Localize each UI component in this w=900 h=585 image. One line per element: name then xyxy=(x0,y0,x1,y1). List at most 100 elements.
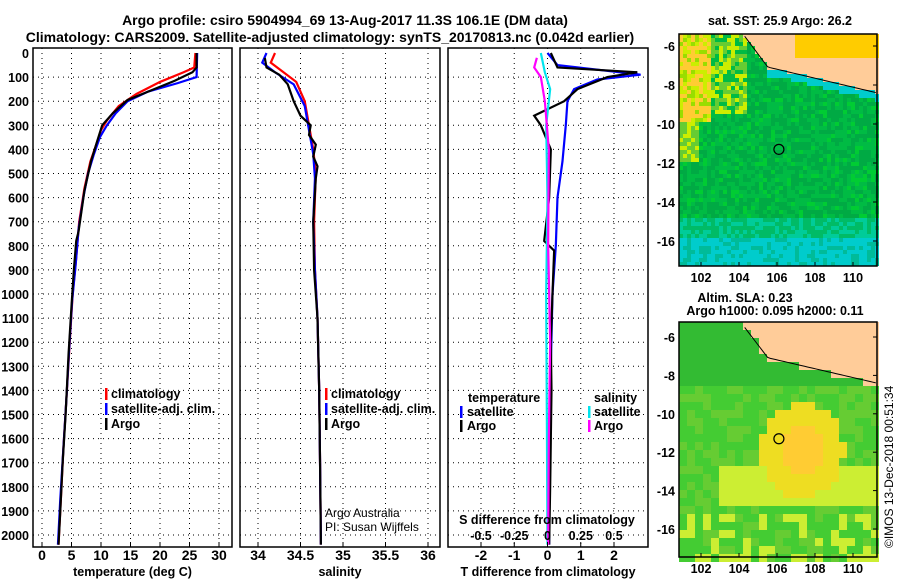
map-cell xyxy=(839,122,843,126)
map-cell xyxy=(775,258,779,262)
map-cell xyxy=(727,90,731,94)
map-cell xyxy=(871,174,875,178)
map-cell xyxy=(695,546,703,554)
map-cell xyxy=(783,66,787,70)
map-cell xyxy=(795,226,799,230)
map-cell xyxy=(751,322,759,330)
map-cell xyxy=(795,62,799,66)
map-cell xyxy=(839,134,843,138)
map-cell xyxy=(831,230,835,234)
map-cell xyxy=(767,166,771,170)
map-cell xyxy=(715,214,719,218)
map-cell xyxy=(783,362,791,370)
map-cell xyxy=(739,186,743,190)
map-cell xyxy=(727,246,731,250)
map-cell xyxy=(803,190,807,194)
map-cell xyxy=(855,194,859,198)
map-cell xyxy=(679,258,683,262)
map-cell xyxy=(719,370,727,378)
map-cell xyxy=(795,166,799,170)
map-cell xyxy=(847,498,855,506)
map-cell xyxy=(791,250,795,254)
map-cell xyxy=(679,506,687,514)
s-tick-label: 0 xyxy=(544,529,551,543)
map-cell xyxy=(743,74,747,78)
map-cell xyxy=(859,66,863,70)
map-cell xyxy=(699,126,703,130)
map-cell xyxy=(863,450,871,458)
map-cell xyxy=(839,410,847,418)
map-cell xyxy=(727,238,731,242)
map-cell xyxy=(719,70,723,74)
map-cell xyxy=(799,262,803,266)
map-cell xyxy=(719,174,723,178)
map-cell xyxy=(791,482,799,490)
map-cell xyxy=(739,86,743,90)
map-cell xyxy=(791,118,795,122)
map-cell xyxy=(747,226,751,230)
map-cell xyxy=(811,158,815,162)
map-cell xyxy=(719,238,723,242)
map-cell xyxy=(759,338,767,346)
map-cell xyxy=(735,42,739,46)
map-cell xyxy=(871,34,875,38)
map-cell xyxy=(791,206,795,210)
map-cell xyxy=(871,490,879,498)
map-cell xyxy=(835,74,839,78)
map-cell xyxy=(815,186,819,190)
map-cell xyxy=(695,214,699,218)
map-cell xyxy=(707,206,711,210)
map-cell xyxy=(775,474,783,482)
map-cell xyxy=(815,546,823,554)
map-cell xyxy=(683,174,687,178)
map-cell xyxy=(783,434,791,442)
map-cell xyxy=(779,222,783,226)
map-cell xyxy=(847,466,855,474)
map-cell xyxy=(839,42,843,46)
map-cell xyxy=(799,250,803,254)
map-cell xyxy=(723,238,727,242)
map-cell xyxy=(851,202,855,206)
map-cell xyxy=(871,246,875,250)
map-cell xyxy=(735,70,739,74)
map-cell xyxy=(843,166,847,170)
map-cell xyxy=(739,82,743,86)
map-cell xyxy=(683,202,687,206)
map-cell xyxy=(743,538,751,546)
map-cell xyxy=(867,262,871,266)
map-cell xyxy=(711,522,719,530)
map-cell xyxy=(687,82,691,86)
map-cell xyxy=(679,362,687,370)
map-cell xyxy=(835,94,839,98)
map-cell xyxy=(835,262,839,266)
map-cell xyxy=(851,150,855,154)
map-cell xyxy=(863,514,871,522)
map-cell xyxy=(699,98,703,102)
map-cell xyxy=(683,74,687,78)
map-cell xyxy=(775,46,779,50)
map-cell xyxy=(779,202,783,206)
map-cell xyxy=(755,194,759,198)
map-cell xyxy=(763,234,767,238)
map-cell xyxy=(807,450,815,458)
map-cell xyxy=(735,138,739,142)
map-cell xyxy=(855,178,859,182)
map-cell xyxy=(803,106,807,110)
map-cell xyxy=(711,370,719,378)
map-cell xyxy=(867,218,871,222)
map-cell xyxy=(763,242,767,246)
map-cell xyxy=(803,234,807,238)
map-cell xyxy=(819,242,823,246)
map-cell xyxy=(839,222,843,226)
map-cell xyxy=(727,46,731,50)
map-cell xyxy=(703,146,707,150)
map-cell xyxy=(727,482,735,490)
map-cell xyxy=(763,254,767,258)
map-cell xyxy=(775,90,779,94)
map-cell xyxy=(679,66,683,70)
map-cell xyxy=(815,234,819,238)
map-cell xyxy=(743,54,747,58)
map-cell xyxy=(771,62,775,66)
map-cell xyxy=(799,106,803,110)
map-cell xyxy=(783,86,787,90)
